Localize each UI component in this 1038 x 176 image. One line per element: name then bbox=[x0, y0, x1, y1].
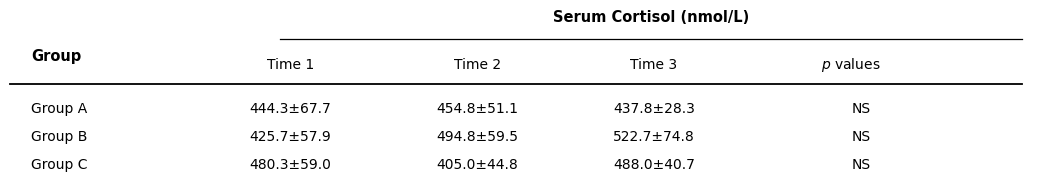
Text: 437.8±28.3: 437.8±28.3 bbox=[613, 102, 694, 116]
Text: NS: NS bbox=[851, 102, 870, 116]
Text: Time 3: Time 3 bbox=[630, 58, 678, 72]
Text: Time 2: Time 2 bbox=[454, 58, 501, 72]
Text: 488.0±40.7: 488.0±40.7 bbox=[613, 158, 694, 172]
Text: 425.7±57.9: 425.7±57.9 bbox=[250, 130, 331, 144]
Text: Group B: Group B bbox=[31, 130, 87, 144]
Text: Group A: Group A bbox=[31, 102, 87, 116]
Text: 454.8±51.1: 454.8±51.1 bbox=[437, 102, 518, 116]
Text: Group C: Group C bbox=[31, 158, 87, 172]
Text: NS: NS bbox=[851, 130, 870, 144]
Text: 494.8±59.5: 494.8±59.5 bbox=[437, 130, 518, 144]
Text: Group: Group bbox=[31, 49, 81, 64]
Text: Serum Cortisol (nmol/L): Serum Cortisol (nmol/L) bbox=[553, 10, 749, 25]
Text: NS: NS bbox=[851, 158, 870, 172]
Text: 480.3±59.0: 480.3±59.0 bbox=[250, 158, 331, 172]
Text: 444.3±67.7: 444.3±67.7 bbox=[250, 102, 331, 116]
Text: 405.0±44.8: 405.0±44.8 bbox=[437, 158, 518, 172]
Text: $p$ values: $p$ values bbox=[821, 56, 881, 74]
Text: 522.7±74.8: 522.7±74.8 bbox=[613, 130, 694, 144]
Text: Time 1: Time 1 bbox=[267, 58, 315, 72]
